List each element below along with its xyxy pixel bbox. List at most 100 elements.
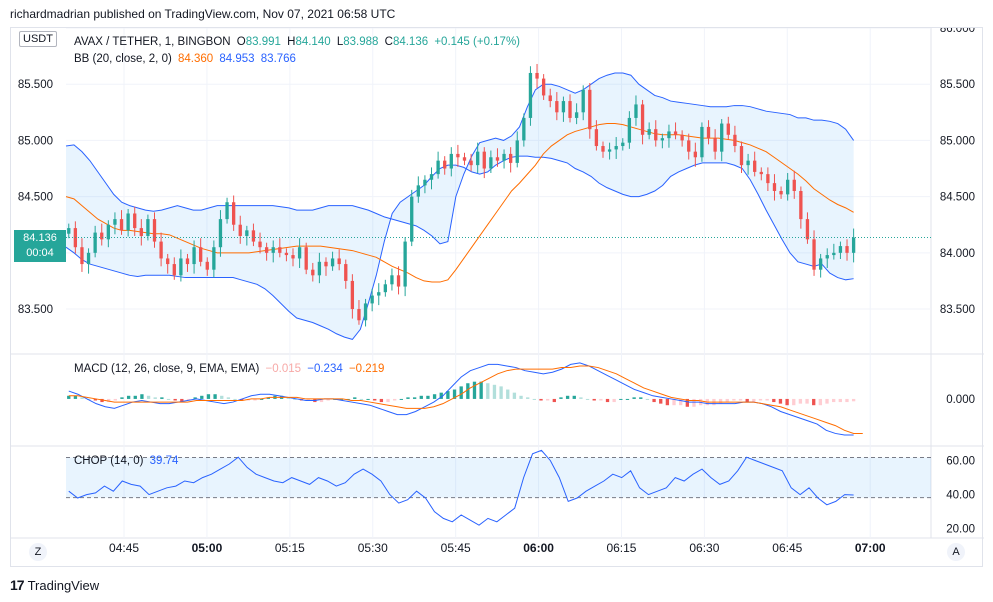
candle-body (739, 146, 744, 166)
macd-hist-bar (426, 395, 430, 399)
macd-hist-bar (652, 398, 656, 403)
candle-body (449, 153, 453, 169)
zoom-button[interactable]: Z (29, 543, 47, 561)
candle-body (231, 202, 236, 225)
chart-frame[interactable]: 04:45 05:00 05:15 05:30 05:45 06:00 06:15 06:30… (10, 27, 984, 568)
macd-hist-bar (539, 398, 543, 401)
publish-header: richardmadrian published on TradingView.… (10, 7, 396, 21)
candle-body (607, 149, 612, 152)
macd-hist-bar (672, 398, 676, 406)
macd-hist-bar (240, 398, 244, 401)
candle-body (159, 241, 163, 259)
macd-hist-bar (559, 397, 563, 399)
macd-hist-bar (206, 394, 211, 399)
candle-body (706, 126, 711, 139)
currency-badge[interactable]: USDT (19, 31, 57, 47)
macd-label[interactable]: MACD (12, 26, close, 9, EMA, EMA) (74, 363, 260, 375)
candle-body (185, 258, 190, 265)
candle-body (139, 228, 143, 236)
macd-hist-bar (592, 398, 596, 401)
y-tick-label: 0.000 (946, 394, 975, 406)
footer-logo[interactable]: 17 TradingView (10, 577, 99, 593)
candle-body (654, 129, 658, 141)
ohlc-close: C84.136 (384, 36, 429, 48)
candle-body (80, 247, 84, 265)
macd-hist-bar (718, 398, 723, 404)
ohlc-high: H84.140 (287, 36, 331, 48)
macd-line-value: −0.234 (307, 363, 343, 375)
macd-hist-bar (519, 395, 523, 399)
macd-hist-bar (80, 397, 84, 399)
macd-hist-bar (432, 394, 437, 399)
macd-hist-bar (366, 398, 370, 400)
candle-body (726, 123, 730, 135)
candle-body (528, 72, 533, 118)
bb-basis-value: 84.360 (178, 53, 214, 65)
y-tick-label: 40.00 (946, 490, 975, 502)
candle-body (667, 131, 671, 139)
macd-signal-line (68, 365, 863, 434)
candle-body (594, 129, 599, 147)
y-tick-label-left: 83.500 (18, 304, 53, 316)
candle-body (284, 252, 289, 256)
candle-body (212, 247, 216, 270)
macd-hist-bar (266, 397, 270, 399)
macd-hist-bar (732, 398, 736, 401)
candle-body (106, 224, 110, 240)
macd-hist-bar (679, 398, 683, 406)
ohlc-low: L83.988 (336, 36, 379, 48)
price-change: +0.145 (+0.17%) (434, 36, 520, 48)
candle-body (238, 224, 242, 236)
last-price: 84.136 (23, 232, 57, 244)
macd-hist-bar (512, 392, 517, 399)
candle-body (568, 101, 572, 118)
candle-body (772, 183, 777, 191)
macd-hist-bar (818, 398, 823, 406)
candle-body (469, 160, 473, 166)
macd-hist-bar (226, 397, 231, 399)
main-legend: AVAX / TETHER, 1, BINGBON O83.991 H84.14… (74, 36, 523, 48)
macd-hist-bar (572, 395, 576, 399)
candle-body (601, 146, 605, 152)
chop-label[interactable]: CHOP (14, 0) (74, 455, 144, 467)
candle-body (482, 151, 486, 169)
auto-scale-button[interactable]: A (947, 543, 965, 561)
macd-hist-bar (585, 398, 590, 400)
candle-body (67, 228, 71, 234)
macd-hist-bar (579, 397, 583, 399)
macd-hist-bar (233, 398, 237, 400)
candle-body (812, 239, 816, 270)
x-tick-label: 06:45 (772, 541, 802, 555)
macd-hist-bar (752, 398, 756, 403)
candle-body (119, 219, 124, 231)
candle-body (548, 95, 552, 102)
candle-body (93, 232, 97, 253)
macd-hist-bar (120, 397, 124, 399)
candle-body (245, 230, 249, 236)
chart-canvas[interactable]: 04:45 05:00 05:15 05:30 05:45 06:00 06:15 06:30… (11, 28, 984, 568)
macd-hist-bar (546, 398, 550, 401)
symbol-label[interactable]: AVAX / TETHER, 1, BINGBON (74, 36, 231, 48)
chop-legend: CHOP (14, 0) 39.74 (74, 455, 181, 467)
y-tick-label-left: 85.500 (18, 79, 53, 91)
candle-body (495, 157, 500, 161)
candle-body (647, 129, 651, 135)
macd-signal-value: −0.219 (348, 363, 385, 375)
macd-hist-bar (166, 398, 171, 400)
macd-hist-bar (825, 398, 829, 404)
macd-hist-bar (259, 398, 264, 400)
candle-body (390, 275, 394, 285)
candle-body (179, 258, 183, 276)
y-tick-label: 85.500 (940, 79, 975, 91)
macd-hist-bar (107, 398, 111, 403)
candle-body (396, 275, 401, 287)
bb-lower-value: 83.766 (260, 53, 296, 65)
macd-hist-bar (506, 389, 510, 399)
candle-body (344, 264, 348, 281)
macd-hist-bar (532, 398, 537, 400)
candle-body (733, 134, 737, 147)
candle-body (383, 284, 388, 293)
candle-body (205, 261, 209, 270)
candle-body (693, 151, 697, 158)
bb-label[interactable]: BB (20, close, 2, 0) (74, 53, 172, 65)
